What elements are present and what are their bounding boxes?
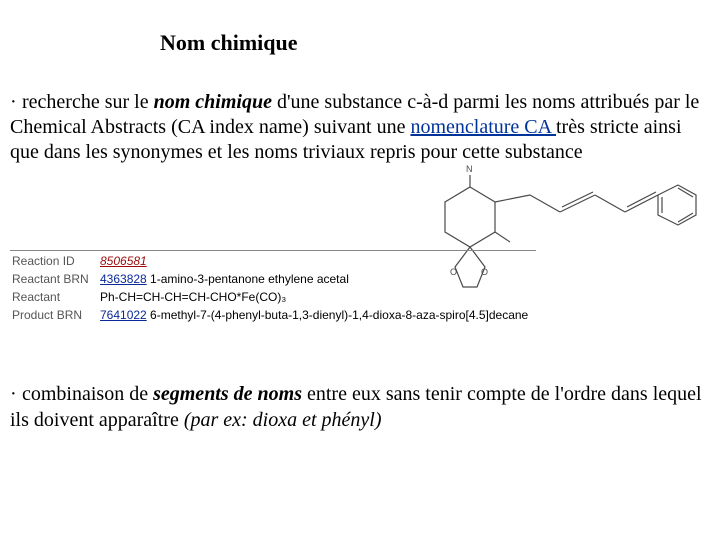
product-brn-link[interactable]: 7641022 [100,308,147,322]
row-value: Ph-CH=CH-CH=CH-CHO*Fe(CO)₃ [100,289,534,305]
svg-text:N: N [466,164,473,174]
row-label: Reactant BRN [12,271,98,287]
p2-example: (par ex: dioxa et phényl) [184,409,382,431]
row-label: Reactant [12,289,98,305]
p1-text-1: recherche sur le [22,91,154,113]
row-tail: 1-amino-3-pentanone ethylene acetal [147,272,349,286]
figure-block: N O O Reaction ID 8506581 Reactant BRN 4… [10,175,710,355]
p2-text-1: combinaison de [22,383,153,405]
paragraph-1: ·recherche sur le nom chimique d'une sub… [10,90,705,165]
page-title: Nom chimique [160,30,710,56]
row-value: 8506581 [100,253,534,269]
p1-term: nom chimique [154,91,272,113]
nomenclature-link[interactable]: nomenclature CA [410,116,556,138]
table-row: Reaction ID 8506581 [12,253,534,269]
reaction-table: Reaction ID 8506581 Reactant BRN 4363828… [10,250,536,325]
table-row: Reactant BRN 4363828 1-amino-3-pentanone… [12,271,534,287]
row-value: 4363828 1-amino-3-pentanone ethylene ace… [100,271,534,287]
bullet-icon: · [10,381,22,407]
row-label: Reaction ID [12,253,98,269]
row-tail: 6-methyl-7-(4-phenyl-buta-1,3-dienyl)-1,… [147,308,529,322]
reaction-id-link[interactable]: 8506581 [100,254,147,268]
reaction-table-body: Reaction ID 8506581 Reactant BRN 4363828… [12,253,534,323]
document-page: Nom chimique ·recherche sur le nom chimi… [0,0,720,540]
paragraph-2: ·combinaison de segments de noms entre e… [10,381,705,433]
table-row: Reactant Ph-CH=CH-CH=CH-CHO*Fe(CO)₃ [12,289,534,305]
row-value: 7641022 6-methyl-7-(4-phenyl-buta-1,3-di… [100,307,534,323]
p2-term: segments de noms [153,383,302,405]
bullet-icon: · [10,90,22,115]
row-label: Product BRN [12,307,98,323]
table-row: Product BRN 7641022 6-methyl-7-(4-phenyl… [12,307,534,323]
reactant-brn-link[interactable]: 4363828 [100,272,147,286]
